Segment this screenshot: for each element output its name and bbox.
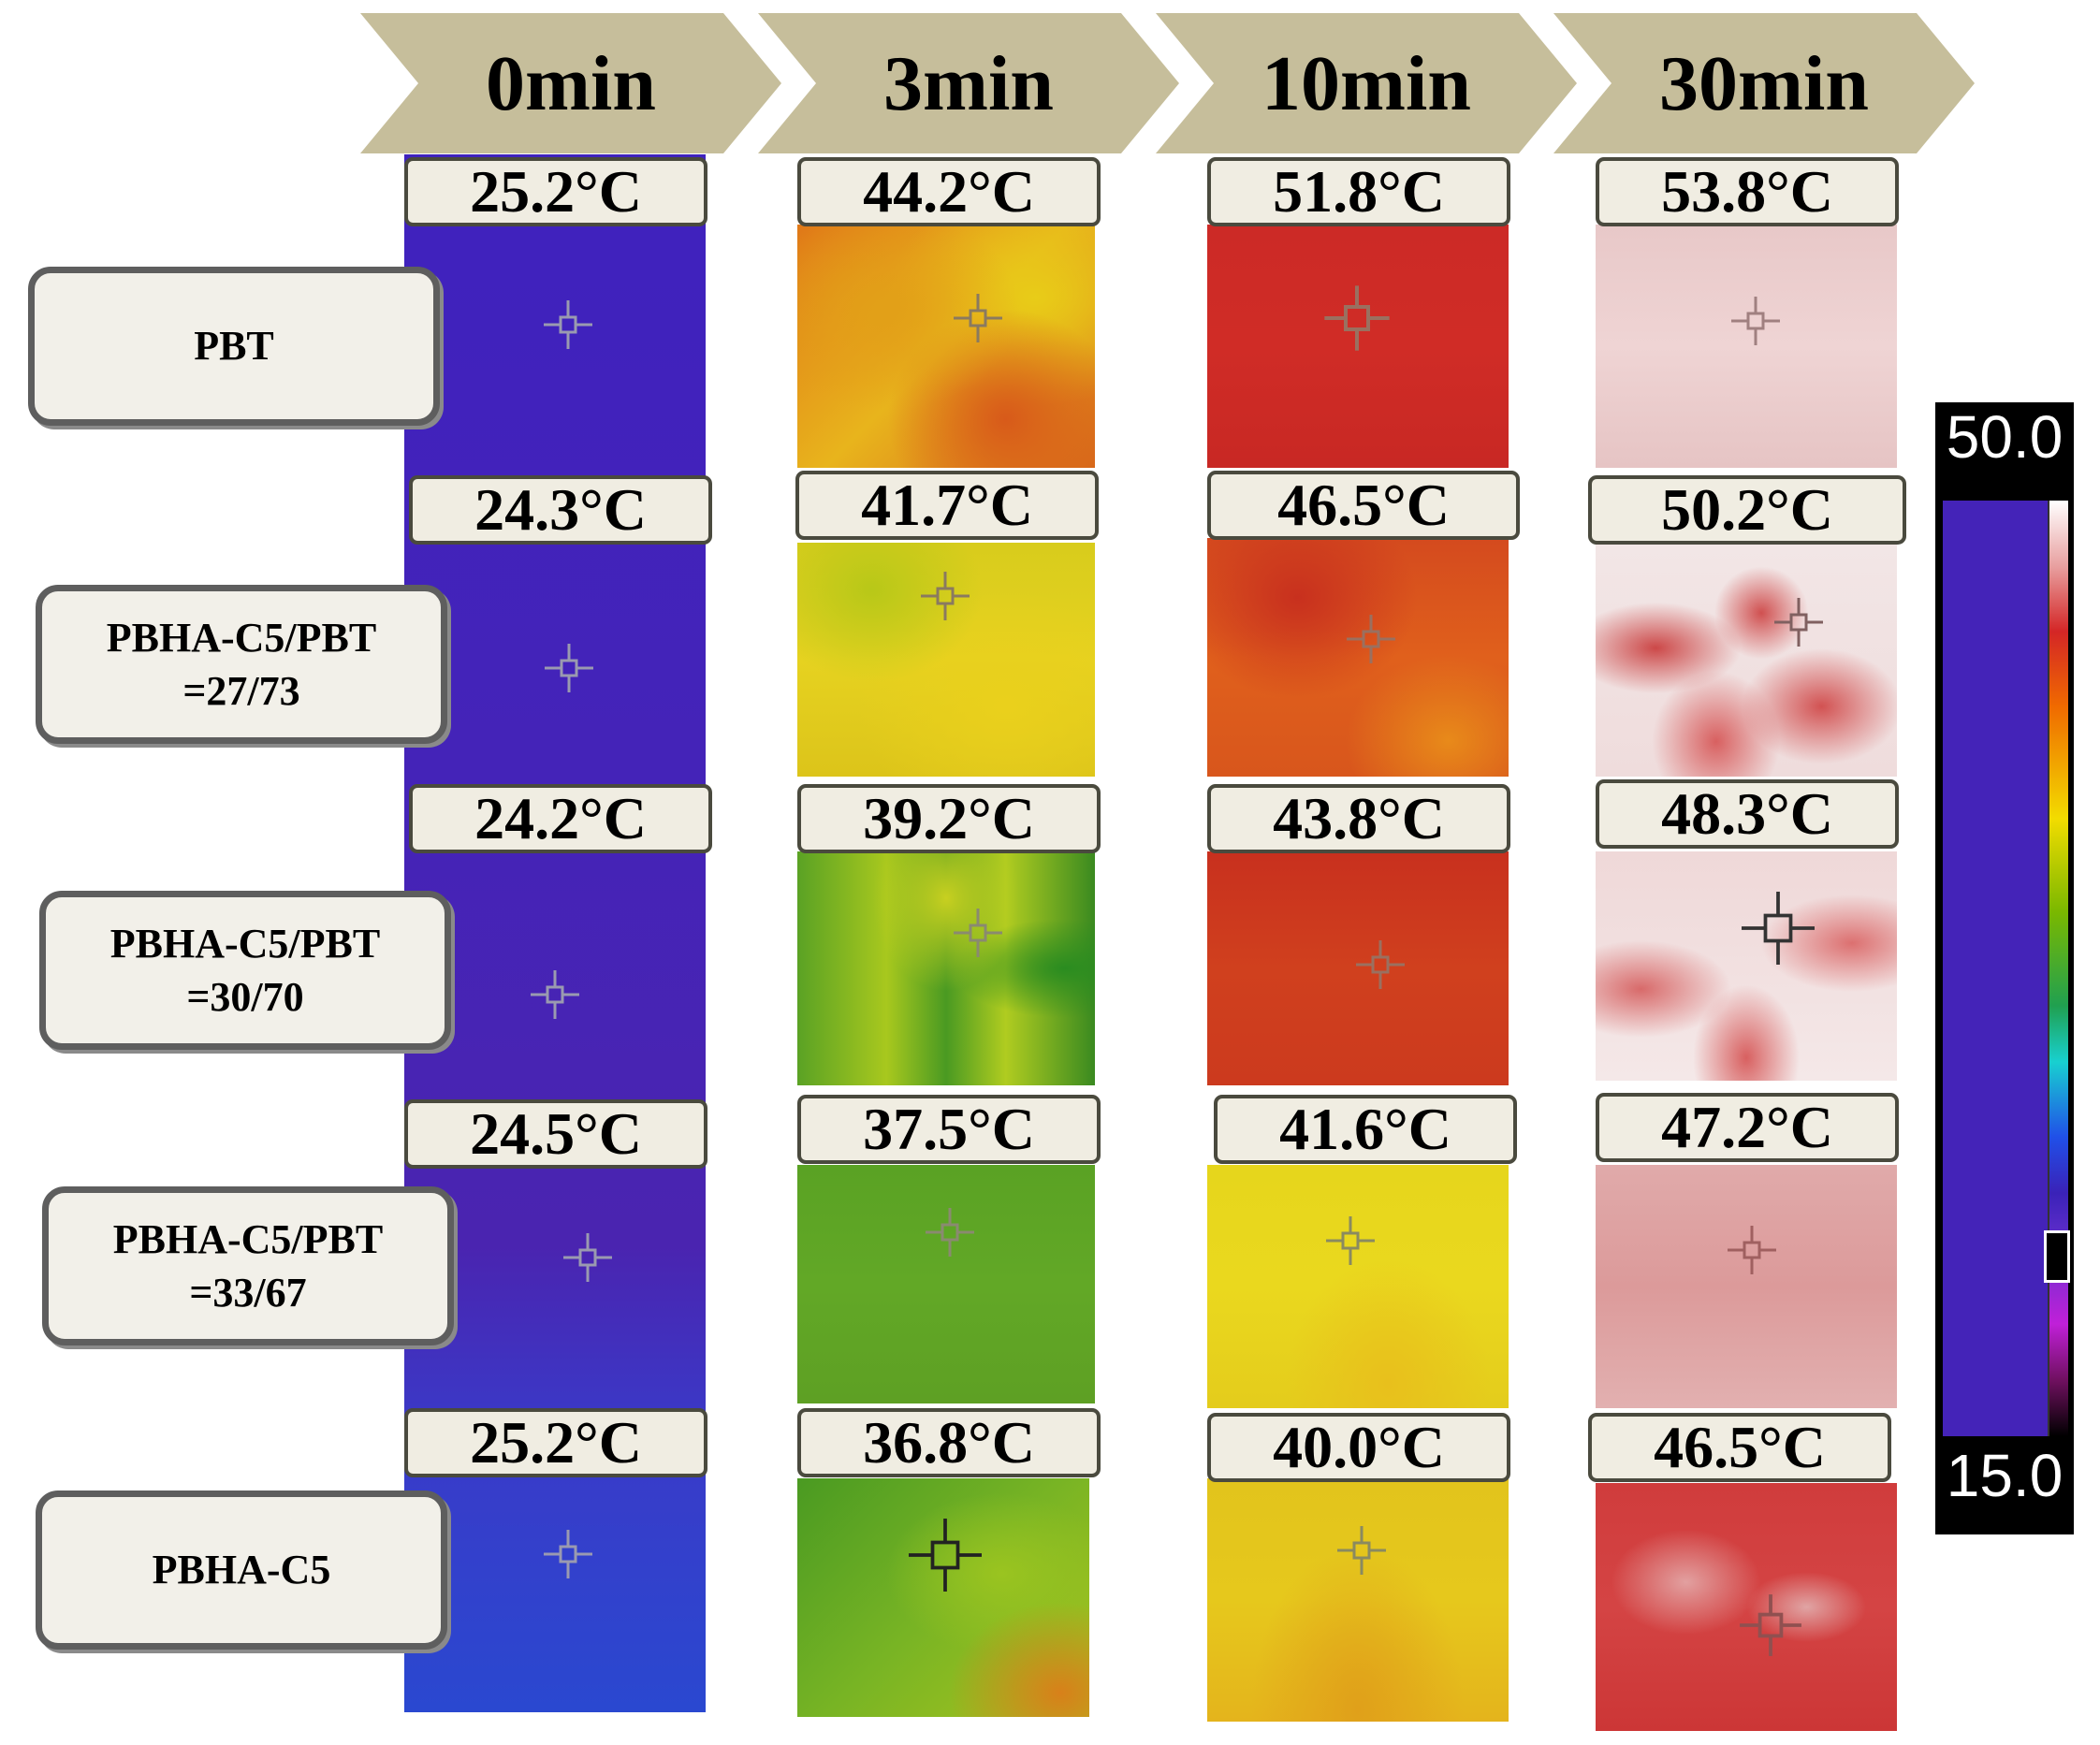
thermal-image-3min-pbha-c5 bbox=[797, 1478, 1089, 1717]
thermal-image-10min-27-73 bbox=[1207, 538, 1509, 777]
crosshair-icon bbox=[909, 1519, 982, 1592]
crosshair-icon bbox=[1356, 940, 1405, 989]
temp-readout-30-70-30min: 48.3°C bbox=[1596, 779, 1899, 849]
crosshair-icon bbox=[954, 294, 1002, 342]
crosshair-icon bbox=[544, 1530, 592, 1578]
temp-readout-pbha-c5-3min: 36.8°C bbox=[797, 1408, 1101, 1477]
temp-readout-pbha-c5-0min: 25.2°C bbox=[404, 1408, 707, 1477]
temp-readout-33-67-30min: 47.2°C bbox=[1596, 1093, 1899, 1162]
thermal-image-30min-pbha-c5 bbox=[1596, 1483, 1897, 1731]
crosshair-icon bbox=[1337, 1526, 1386, 1575]
temp-readout-27-73-30min: 50.2°C bbox=[1588, 475, 1906, 545]
thermal-image-3min-pbt bbox=[797, 225, 1095, 468]
crosshair-icon bbox=[1731, 297, 1780, 345]
crosshair-icon bbox=[545, 644, 593, 692]
crosshair-icon bbox=[1728, 1226, 1776, 1274]
thermal-image-3min-30-70 bbox=[797, 851, 1095, 1085]
crosshair-icon bbox=[1742, 892, 1815, 965]
temp-readout-30-70-10min: 43.8°C bbox=[1207, 784, 1510, 853]
temp-readout-27-73-10min: 46.5°C bbox=[1207, 471, 1520, 540]
temp-readout-pbha-c5-30min: 46.5°C bbox=[1588, 1413, 1891, 1482]
crosshair-icon bbox=[531, 970, 579, 1019]
time-header-10min: 10min bbox=[1156, 13, 1577, 153]
sample-label-pbt: PBT bbox=[28, 267, 440, 426]
sample-label-pbha-c5-pbt-27-73: PBHA-C5/PBT =27/73 bbox=[36, 585, 447, 744]
temp-readout-pbt-0min: 25.2°C bbox=[404, 157, 707, 226]
crosshair-icon bbox=[1324, 285, 1390, 351]
temp-readout-33-67-10min: 41.6°C bbox=[1214, 1095, 1517, 1164]
thermal-image-10min-30-70 bbox=[1207, 851, 1509, 1085]
temp-readout-pbt-3min: 44.2°C bbox=[797, 157, 1101, 226]
thermal-image-10min-33-67 bbox=[1207, 1165, 1509, 1408]
temp-readout-27-73-3min: 41.7°C bbox=[795, 471, 1099, 540]
temp-readout-pbha-c5-10min: 40.0°C bbox=[1207, 1413, 1510, 1482]
temp-readout-27-73-0min: 24.3°C bbox=[409, 475, 712, 545]
thermal-image-30min-30-70 bbox=[1596, 851, 1897, 1081]
time-header-3min: 3min bbox=[758, 13, 1179, 153]
thermal-image-30min-pbt bbox=[1596, 225, 1897, 468]
crosshair-icon bbox=[1326, 1216, 1375, 1265]
thermal-image-30min-33-67 bbox=[1596, 1165, 1897, 1408]
crosshair-icon bbox=[1347, 615, 1395, 663]
sample-label-pbha-c5-pbt-33-67: PBHA-C5/PBT =33/67 bbox=[42, 1186, 454, 1345]
sample-label-pbha-c5: PBHA-C5 bbox=[36, 1491, 447, 1650]
crosshair-icon bbox=[1774, 598, 1823, 647]
temp-readout-33-67-3min: 37.5°C bbox=[797, 1095, 1101, 1164]
crosshair-icon bbox=[563, 1233, 612, 1282]
thermal-image-30min-27-73 bbox=[1596, 543, 1897, 777]
crosshair-icon bbox=[921, 572, 970, 620]
sample-label-pbha-c5-pbt-30-70: PBHA-C5/PBT =30/70 bbox=[39, 891, 451, 1050]
crosshair-icon bbox=[926, 1208, 974, 1257]
crosshair-icon bbox=[954, 909, 1002, 957]
crosshair-icon bbox=[1740, 1594, 1801, 1656]
thermal-image-10min-pbha-c5 bbox=[1207, 1478, 1509, 1722]
crosshair-icon bbox=[544, 300, 592, 349]
time-header-30min: 30min bbox=[1553, 13, 1975, 153]
time-header-0min: 0min bbox=[360, 13, 781, 153]
temperature-color-scale: 50.0 15.0 bbox=[1935, 402, 2074, 1534]
temp-readout-pbt-30min: 53.8°C bbox=[1596, 157, 1899, 226]
temp-readout-30-70-0min: 24.2°C bbox=[409, 784, 712, 853]
temp-readout-30-70-3min: 39.2°C bbox=[797, 784, 1101, 853]
scale-marker-handle[interactable] bbox=[2044, 1230, 2070, 1283]
thermal-image-3min-33-67 bbox=[797, 1165, 1095, 1403]
scale-panel bbox=[1943, 501, 2070, 1436]
scale-min-label: 15.0 bbox=[1946, 1442, 2064, 1509]
temp-readout-pbt-10min: 51.8°C bbox=[1207, 157, 1510, 226]
temp-readout-33-67-0min: 24.5°C bbox=[404, 1099, 707, 1169]
scale-max-label: 50.0 bbox=[1946, 403, 2064, 471]
scale-gradient-bar bbox=[2048, 501, 2068, 1436]
